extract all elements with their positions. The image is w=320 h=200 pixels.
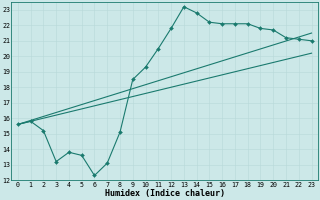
X-axis label: Humidex (Indice chaleur): Humidex (Indice chaleur)	[105, 189, 225, 198]
